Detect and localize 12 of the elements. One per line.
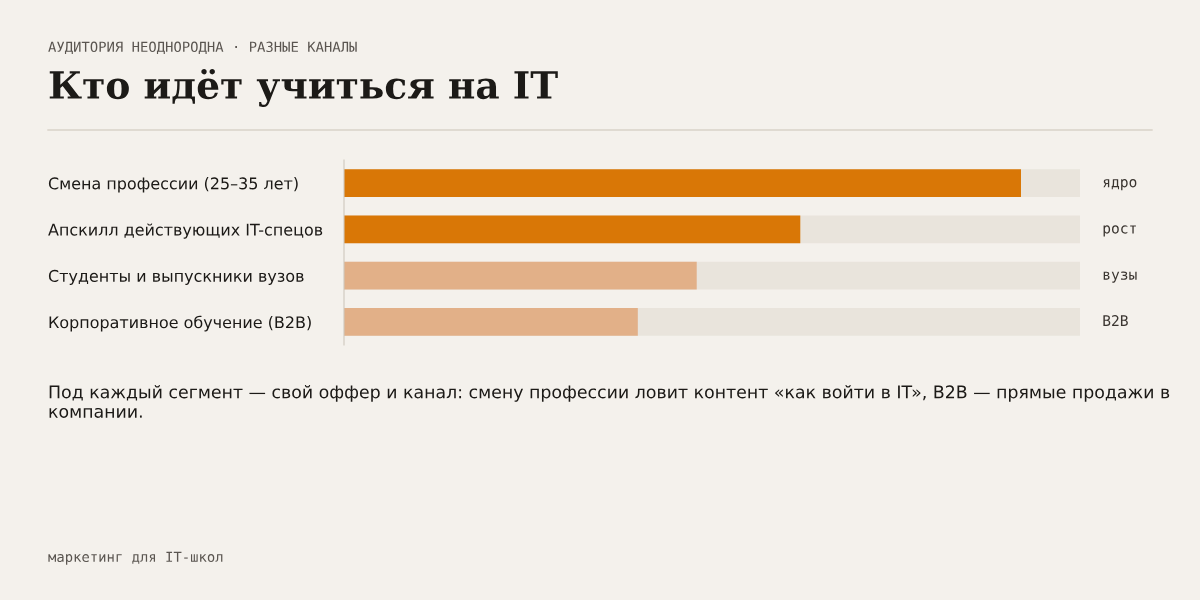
chart-title: Кто идёт учиться на IT (49, 69, 558, 107)
y-tick-label: Студенты и выпускники вузов (48, 269, 304, 286)
y-tick-label: Апскилл действующих IT-спецов (48, 223, 323, 239)
text: ядро (1103, 179, 1137, 191)
text: АУДИТОРИЯ НЕОДНОРОДНА · РАЗНЫЕ КАНАЛЫ (48, 41, 357, 55)
text: рост (1103, 225, 1136, 237)
y-tick-label: Смена профессии (25–35 лет) (48, 177, 298, 193)
y-tick-label: Корпоративное обучение (B2B) (49, 315, 311, 332)
text: вузы (1103, 271, 1137, 283)
text: Под каждый сегмент — свой оффер и канал: смену профессии ловит контент «как войти в IT», B2B — прямые продажи в компании. (49, 385, 1170, 418)
text: B2B (1103, 315, 1128, 326)
text: маркетинг для IT-школ (48, 551, 223, 565)
